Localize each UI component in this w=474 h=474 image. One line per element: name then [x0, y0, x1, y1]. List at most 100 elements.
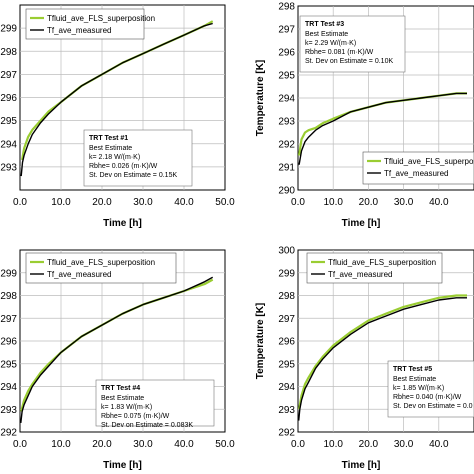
y-tick-label: 291	[278, 163, 295, 174]
series-line-measured	[20, 276, 214, 423]
legend-box	[25, 252, 177, 284]
annotation-box: TRT Test #5 Best Estimate k= 1.85 W/(m·K) R…	[387, 360, 474, 418]
annotation-line: Best Estimate	[305, 31, 348, 38]
annotation-line: Rbhe= 0.081 (m·K)/W	[305, 49, 374, 56]
panel-bottom-left: 292 293 294 295 296 297 298 299 0.0 10.0 20.0 30.0 4…	[0, 249, 235, 471]
y-tick-label: 292	[0, 428, 17, 439]
legend-label: Tfluid_ave_FLS_superposition	[328, 258, 436, 267]
x-tick-label: 30.0	[133, 439, 153, 450]
legend: Tfluid_ave_FLS_superposition Tf_ave_measu…	[25, 8, 155, 40]
x-tick-label: 0.0	[291, 439, 305, 450]
x-tick-label: 20.0	[359, 197, 379, 208]
annotation-box: TRT Test #1 Best Estimate k= 2.18 W/(m·K) R…	[83, 129, 193, 187]
legend-box	[25, 8, 145, 40]
y-tick-label: 293	[0, 405, 17, 416]
y-tick-label: 294	[0, 139, 17, 150]
x-axis-label: Time [h]	[103, 218, 142, 229]
y-tick-label: 299	[278, 268, 295, 279]
y-tick-label: 295	[0, 116, 17, 127]
annotation-line: Best Estimate	[89, 145, 132, 152]
series-line-measured	[298, 92, 467, 165]
y-tick-label: 294	[0, 382, 17, 393]
legend: Tfluid_ave_FLS_superposition Tf_ave_measu…	[362, 151, 474, 185]
x-tick-label: 20.0	[92, 197, 112, 208]
legend: Tfluid_ave_FLS_superposition Tf_ave_measu…	[306, 252, 443, 284]
x-tick-label: 50.0	[215, 197, 235, 208]
legend-box	[306, 252, 443, 284]
series-line-measured	[20, 22, 213, 177]
y-tick-label: 295	[278, 359, 295, 370]
legend-label: Tf_ave_measured	[47, 270, 111, 279]
x-tick-label: 0.0	[13, 439, 27, 450]
legend-label: Tf_ave_measured	[384, 169, 448, 178]
y-tick-label: 296	[278, 337, 295, 348]
annotation-frame	[83, 129, 193, 187]
legend-label: Tf_ave_measured	[328, 270, 392, 279]
annotation-title: TRT Test #4	[101, 385, 140, 392]
annotation-line: Rbhe= 0.075 (m·K)/W	[101, 413, 170, 420]
y-tick-label: 290	[278, 186, 295, 197]
annotation-title: TRT Test #5	[393, 366, 432, 373]
y-tick-label: 296	[0, 93, 17, 104]
x-axis-label: Time [h]	[342, 460, 381, 471]
annotation-line: Rbhe= 0.040 (m·K)/W	[393, 394, 462, 401]
legend-label: Tfluid_ave_FLS_superposition	[384, 157, 474, 166]
x-axis-label: Time [h]	[342, 218, 381, 229]
legend-label: Tfluid_ave_FLS_superposition	[47, 258, 155, 267]
y-tick-label: 292	[278, 428, 295, 439]
annotation-frame	[299, 15, 406, 73]
y-tick-label: 298	[278, 2, 295, 13]
x-tick-label: 10.0	[51, 197, 71, 208]
y-tick-label: 295	[0, 359, 17, 370]
y-tick-label: 297	[0, 314, 17, 325]
x-tick-label: 10.0	[51, 439, 71, 450]
x-tick-label: 40.0	[174, 439, 194, 450]
annotation-line: k= 1.83 W/(m·K)	[101, 404, 152, 411]
annotation-title: TRT Test #1	[89, 135, 128, 142]
x-tick-label: 30.0	[133, 197, 153, 208]
annotation-line: St. Dev on Estimate = 0.10K	[305, 58, 393, 65]
annotation-line: Best Estimate	[101, 395, 144, 402]
legend-box	[362, 151, 474, 185]
panel-top-left: 293 294 295 296 297 298 299 0.0 10.0 20.0 30.0 40.0…	[0, 4, 235, 229]
x-tick-label: 10.0	[323, 197, 343, 208]
x-tick-label: 0.0	[291, 197, 305, 208]
y-tick-label: 294	[278, 382, 295, 393]
y-tick-label: 298	[278, 291, 295, 302]
annotation-frame	[387, 360, 474, 418]
y-axis-label: Temperature [K]	[255, 60, 266, 137]
annotation-line: Best Estimate	[393, 376, 436, 383]
annotation-line: k= 1.85 W/(m·K)	[393, 385, 444, 392]
panel-bottom-right: 292 293 294 295 296 297 298 299 300 0.0 10.0 20.0 30…	[255, 246, 474, 471]
y-tick-label: 299	[0, 268, 17, 279]
x-tick-label: 0.0	[13, 197, 27, 208]
x-tick-label: 10.0	[323, 439, 343, 450]
x-tick-label: 40.0	[429, 197, 449, 208]
y-tick-label: 299	[0, 24, 17, 35]
x-tick-label: 30.0	[394, 197, 414, 208]
x-tick-label: 50.0	[215, 439, 235, 450]
y-tick-label: 295	[278, 71, 295, 82]
series-line-measured	[298, 297, 467, 421]
y-tick-label: 297	[0, 70, 17, 81]
annotation-line: St. Dev on Estimate = 0.0	[393, 403, 473, 410]
y-tick-label: 293	[0, 162, 17, 173]
y-tick-label: 298	[0, 291, 17, 302]
x-axis-label: Time [h]	[103, 460, 142, 471]
y-axis-label: Temperature [K]	[255, 303, 266, 380]
x-tick-label: 40.0	[174, 197, 194, 208]
panel-top-right: 290 291 292 293 294 295 296 297 298 0.0 10.0 20.0 30…	[255, 2, 474, 229]
legend-label: Tf_ave_measured	[47, 26, 111, 35]
annotation-line: Rbhe= 0.026 (m·K)/W	[89, 163, 158, 170]
y-tick-label: 296	[0, 337, 17, 348]
annotation-line: St. Dev on Estimate = 0.083K	[101, 422, 193, 429]
legend: Tfluid_ave_FLS_superposition Tf_ave_measu…	[25, 252, 177, 284]
y-tick-label: 296	[278, 48, 295, 59]
annotation-line: St. Dev on Estimate = 0.15K	[89, 172, 177, 179]
y-tick-label: 294	[278, 94, 295, 105]
annotation-frame	[95, 379, 215, 427]
y-tick-label: 297	[278, 314, 295, 325]
y-tick-label: 293	[278, 405, 295, 416]
annotation-box: TRT Test #4 Best Estimate k= 1.83 W/(m·K) R…	[95, 379, 215, 429]
series-line-fls-superposition	[298, 294, 467, 410]
